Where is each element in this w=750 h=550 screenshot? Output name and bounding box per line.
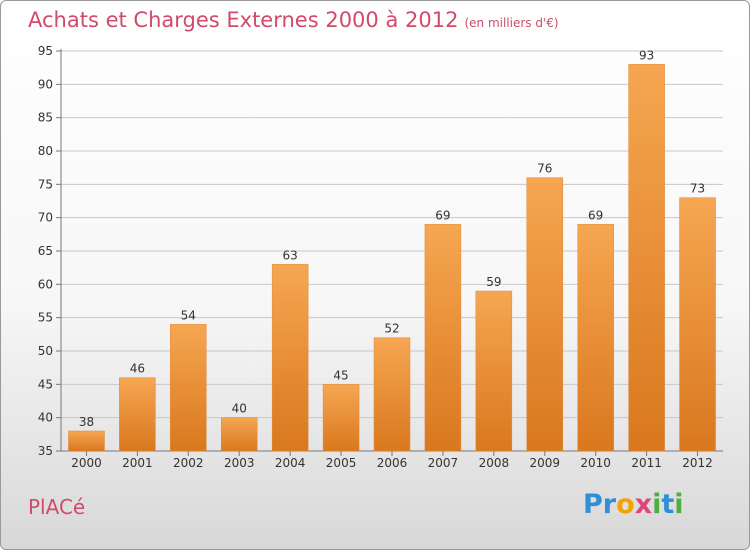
bar-2005	[322, 384, 360, 452]
title-text: Achats et Charges Externes 2000 à 2012	[28, 8, 459, 32]
x-tick-label: 2009	[529, 456, 560, 470]
bar-2009	[526, 177, 564, 452]
data-label: 45	[333, 368, 348, 382]
y-tick-label: 65	[38, 244, 53, 258]
x-tick-label: 2005	[326, 456, 357, 470]
bar-2003	[220, 417, 258, 452]
x-tick-label: 2003	[224, 456, 255, 470]
y-tick-label: 95	[38, 44, 53, 58]
logo-letter: t	[661, 489, 675, 520]
bars	[68, 64, 716, 452]
bar-2010	[577, 224, 614, 452]
bar-2012	[679, 197, 716, 452]
logo-letter: x	[634, 489, 653, 520]
data-label: 63	[283, 248, 298, 262]
data-label: 46	[130, 362, 145, 376]
y-tick-label: 35	[38, 444, 53, 458]
x-tick-label: 2007	[428, 456, 459, 470]
data-label: 54	[181, 308, 196, 322]
logo-letter: i	[674, 489, 684, 520]
commune-name: PlACé	[28, 495, 86, 519]
bar-2002	[170, 324, 207, 452]
data-label: 93	[639, 48, 654, 62]
x-tick-label: 2006	[377, 456, 408, 470]
bar-2000	[68, 430, 105, 452]
x-tick-label: 2012	[682, 456, 713, 470]
bar-2008	[475, 290, 513, 452]
y-tick-label: 45	[38, 377, 53, 391]
logo-letter: i	[652, 489, 662, 520]
y-tick-label: 75	[38, 177, 53, 191]
axes: 35 40 45 50 55 60 65 70 75 80 85 90 95 2000 2001 2002 20…	[38, 44, 723, 470]
bar-2004	[271, 264, 309, 452]
y-tick-label: 40	[38, 411, 53, 425]
bar-2006	[373, 337, 411, 452]
bar-2011	[628, 64, 665, 452]
bar-2001	[119, 377, 156, 452]
x-tick-label: 2011	[631, 456, 662, 470]
x-tick-label: 2008	[479, 456, 510, 470]
data-labels: 38 46 54 40 63 45 52 69 59 76 69 93 73	[79, 48, 705, 429]
data-label: 76	[537, 162, 552, 176]
data-label: 59	[486, 275, 501, 289]
y-tick-label: 70	[38, 211, 53, 225]
x-tick-label: 2004	[275, 456, 306, 470]
y-tick-label: 90	[38, 77, 53, 91]
bar-2007	[424, 224, 462, 452]
logo-letter: P	[583, 489, 603, 520]
y-tick-label: 60	[38, 277, 53, 291]
logo-letter: r	[602, 489, 617, 520]
data-label: 69	[588, 208, 603, 222]
unit-label: (en milliers d'€)	[464, 16, 559, 30]
data-label: 69	[435, 208, 450, 222]
data-label: 40	[232, 402, 247, 416]
y-tick-label: 85	[38, 111, 53, 125]
x-tick-label: 2000	[71, 456, 102, 470]
y-tick-label: 80	[38, 144, 53, 158]
x-tick-label: 2010	[580, 456, 611, 470]
logo-letter: o	[616, 489, 635, 520]
y-tick-label: 55	[38, 311, 53, 325]
y-tick-label: 50	[38, 344, 53, 358]
data-label: 73	[690, 182, 705, 196]
data-label: 52	[384, 322, 399, 336]
chart-title: Achats et Charges Externes 2000 à 2012 (e…	[28, 8, 559, 32]
data-label: 38	[79, 415, 94, 429]
proxiti-logo[interactable]: Proxiti	[583, 489, 684, 520]
x-tick-label: 2002	[173, 456, 204, 470]
x-tick-label: 2001	[122, 456, 153, 470]
